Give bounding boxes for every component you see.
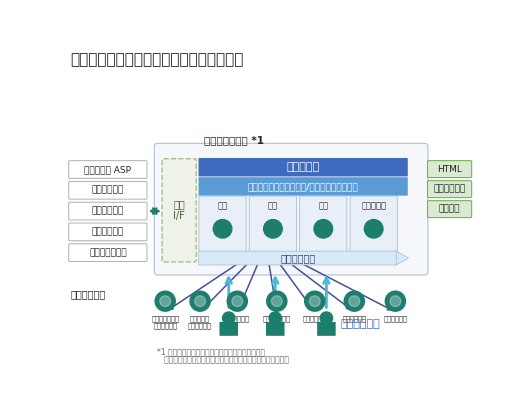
Circle shape [227, 291, 247, 311]
FancyBboxPatch shape [69, 223, 147, 241]
Circle shape [155, 291, 175, 311]
Text: 多種多様なコンテンツ管理・配信システム: 多種多様なコンテンツ管理・配信システム [71, 53, 244, 67]
Circle shape [232, 296, 243, 306]
Text: HTML: HTML [437, 165, 462, 173]
Text: メルマガ配信: メルマガ配信 [303, 315, 327, 321]
Text: 経理システム: 経理システム [92, 206, 124, 216]
Text: 商品カタログ: 商品カタログ [342, 315, 366, 321]
Circle shape [269, 312, 281, 324]
FancyBboxPatch shape [428, 181, 472, 198]
Circle shape [364, 219, 383, 238]
FancyBboxPatch shape [69, 181, 147, 199]
Circle shape [344, 291, 364, 311]
Circle shape [385, 291, 406, 311]
Circle shape [190, 291, 210, 311]
Text: 音楽・画像: 音楽・画像 [361, 201, 386, 210]
FancyBboxPatch shape [266, 322, 285, 336]
Text: 会員: 会員 [218, 201, 228, 210]
FancyBboxPatch shape [69, 161, 147, 178]
Text: アフィリエイト: アフィリエイト [89, 248, 127, 257]
Text: メール配信 ASP: メール配信 ASP [84, 165, 131, 174]
Circle shape [305, 291, 325, 311]
FancyBboxPatch shape [220, 322, 238, 336]
Text: 販売履歴: 販売履歴 [439, 205, 460, 214]
Circle shape [195, 296, 205, 306]
Text: 物流システム: 物流システム [92, 227, 124, 237]
Text: テンプレート: テンプレート [433, 185, 466, 194]
Text: サイト運用者: サイト運用者 [341, 319, 380, 329]
Text: パーソナライゼーション/レコメンデーション: パーソナライゼーション/レコメンデーション [248, 182, 359, 191]
FancyBboxPatch shape [199, 158, 408, 176]
FancyBboxPatch shape [249, 196, 297, 252]
Polygon shape [396, 251, 409, 265]
FancyBboxPatch shape [428, 201, 472, 218]
Circle shape [213, 219, 232, 238]
Text: 記事: 記事 [318, 201, 328, 210]
Circle shape [320, 312, 333, 324]
FancyBboxPatch shape [199, 251, 397, 265]
FancyBboxPatch shape [199, 196, 246, 252]
Circle shape [390, 296, 401, 306]
Text: インターネット
ショッピング: インターネット ショッピング [151, 315, 179, 329]
Text: ワークフロー: ワークフロー [280, 253, 315, 263]
Text: コンテンツ管理 *1: コンテンツ管理 *1 [204, 135, 264, 145]
Text: 外部
I/F: 外部 I/F [173, 199, 185, 221]
Text: 音楽・映像
ダウンロード: 音楽・映像 ダウンロード [188, 315, 212, 329]
FancyBboxPatch shape [69, 202, 147, 220]
FancyBboxPatch shape [350, 196, 397, 252]
FancyBboxPatch shape [317, 322, 336, 336]
Circle shape [349, 296, 360, 306]
Text: ページ生成: ページ生成 [287, 162, 320, 172]
FancyBboxPatch shape [199, 177, 408, 196]
Text: 商品: 商品 [268, 201, 278, 210]
Circle shape [267, 291, 287, 311]
Text: *1 コンテンツ管理システムはパッケージの利用、: *1 コンテンツ管理システムはパッケージの利用、 [157, 347, 266, 357]
Text: スクラッチ開発など、顧客の要件に最適な開発手法で構築。: スクラッチ開発など、顧客の要件に最適な開発手法で構築。 [157, 355, 289, 364]
FancyBboxPatch shape [300, 196, 347, 252]
FancyBboxPatch shape [69, 244, 147, 262]
Circle shape [222, 312, 235, 324]
Text: 多言語サイト: 多言語サイト [383, 315, 408, 321]
Text: 決済システム: 決済システム [92, 186, 124, 195]
FancyBboxPatch shape [154, 143, 428, 275]
FancyBboxPatch shape [162, 159, 196, 262]
FancyBboxPatch shape [428, 161, 472, 178]
Text: ニュース配信: ニュース配信 [225, 315, 249, 321]
Circle shape [314, 219, 333, 238]
Circle shape [263, 219, 282, 238]
Circle shape [160, 296, 171, 306]
Circle shape [271, 296, 282, 306]
Text: 各種サービス: 各種サービス [71, 289, 106, 299]
Text: マルチデバイス: マルチデバイス [263, 315, 291, 321]
Circle shape [309, 296, 320, 306]
